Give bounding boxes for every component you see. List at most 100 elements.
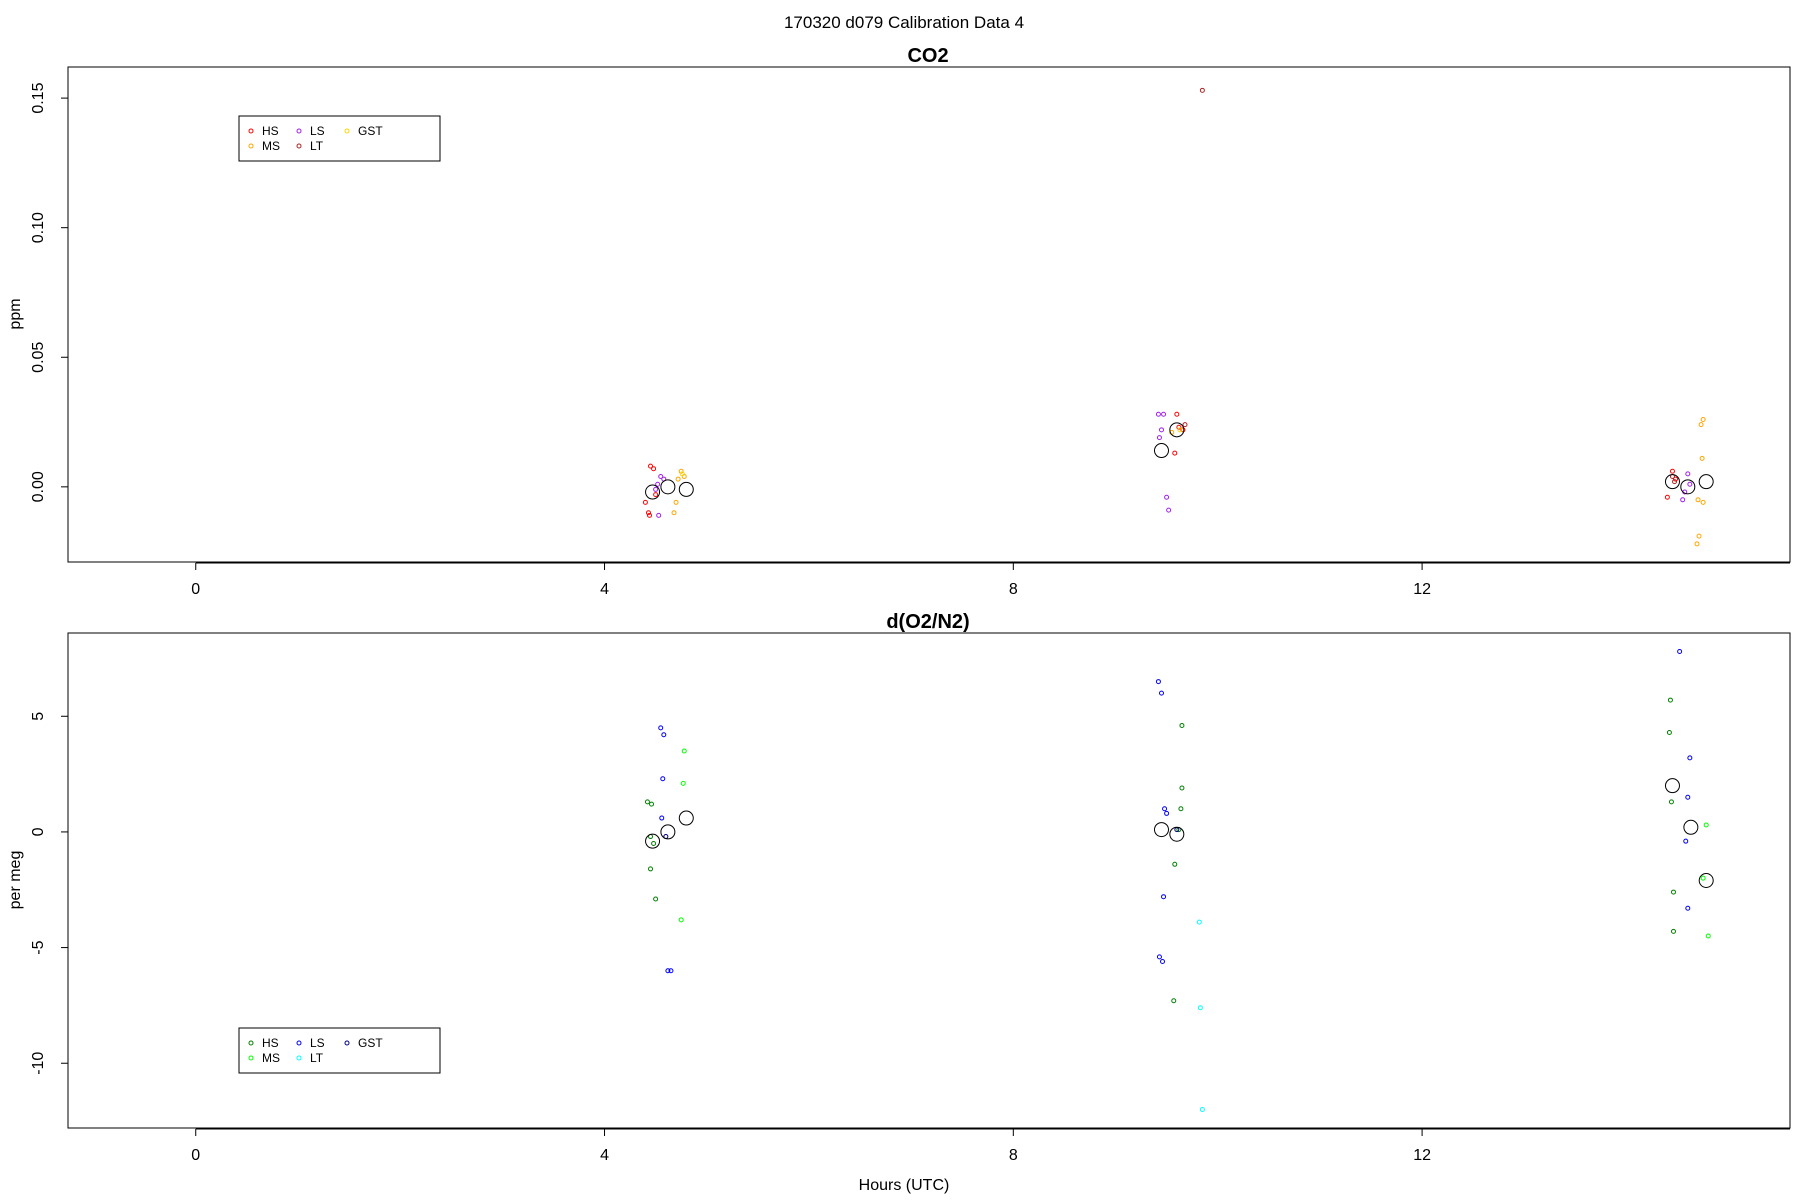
o2n2-point-mean bbox=[1664, 778, 1680, 794]
o2n2-point-ls bbox=[659, 815, 665, 821]
co2-legend-label: MS bbox=[262, 139, 280, 153]
o2n2-x-axis: 0 4 8 12 bbox=[191, 1128, 1790, 1164]
o2n2-legend-marker bbox=[248, 1040, 254, 1046]
co2-point-ls bbox=[1164, 494, 1170, 500]
co2-points bbox=[642, 87, 1714, 547]
co2-point-lt bbox=[1672, 479, 1678, 485]
o2n2-y-tick-label: -5 bbox=[30, 940, 47, 954]
o2n2-points bbox=[644, 649, 1714, 1112]
co2-point-mean bbox=[660, 479, 676, 495]
co2-point-hs bbox=[1172, 450, 1178, 456]
co2-point-hs bbox=[1174, 411, 1180, 417]
co2-x-tick-label: 12 bbox=[1413, 581, 1431, 598]
co2-y-tick-label: 0.10 bbox=[30, 212, 47, 243]
o2n2-point-ms bbox=[1700, 875, 1706, 881]
o2n2-point-hs bbox=[1178, 806, 1184, 812]
o2n2-point-ls bbox=[1685, 905, 1691, 911]
o2n2-point-ls bbox=[1677, 649, 1683, 655]
co2-point-ms bbox=[671, 510, 677, 516]
o2n2-point-mean bbox=[660, 824, 676, 840]
o2n2-point-hs bbox=[649, 801, 655, 807]
co2-point-hs bbox=[642, 499, 648, 505]
co2-point-hs bbox=[1180, 427, 1186, 433]
co2-point-mean bbox=[1169, 422, 1185, 438]
co2-point-mean bbox=[1664, 474, 1680, 490]
co2-point-ls bbox=[658, 473, 664, 479]
o2n2-point-ls bbox=[1685, 794, 1691, 800]
co2-point-ms bbox=[678, 468, 684, 474]
co2-legend-label: LS bbox=[310, 124, 325, 138]
o2n2-point-hs bbox=[1668, 799, 1674, 805]
co2-y-axis: 0.00 0.05 0.10 0.15 bbox=[30, 82, 69, 502]
co2-point-mean bbox=[1153, 443, 1169, 459]
o2n2-point-ls bbox=[1160, 958, 1166, 964]
co2-x-tick-label: 4 bbox=[600, 581, 609, 598]
o2n2-point-hs bbox=[1670, 889, 1676, 895]
o2n2-x-tick-label: 0 bbox=[191, 1147, 200, 1164]
o2n2-point-ls bbox=[1683, 838, 1689, 844]
o2n2-y-tick-label: 5 bbox=[30, 712, 47, 721]
o2n2-legend-box bbox=[238, 1027, 441, 1074]
co2-x-tick-label: 8 bbox=[1009, 581, 1018, 598]
o2n2-point-ls bbox=[1162, 806, 1168, 812]
co2-point-hs bbox=[1176, 424, 1182, 430]
o2n2-point-hs bbox=[1667, 697, 1673, 703]
o2n2-point-mean bbox=[1683, 819, 1699, 835]
co2-point-ls bbox=[656, 512, 662, 518]
o2n2-y-tick-label: 0 bbox=[30, 827, 47, 836]
co2-point-mean bbox=[1680, 479, 1696, 495]
co2-point-hs bbox=[645, 510, 651, 516]
co2-legend-marker bbox=[344, 128, 350, 134]
o2n2-x-tick-label: 8 bbox=[1009, 1147, 1018, 1164]
o2n2-point-ms bbox=[680, 780, 686, 786]
co2-point-hs bbox=[653, 492, 659, 498]
co2-legend-marker bbox=[296, 128, 302, 134]
co2-point-ms bbox=[1694, 541, 1700, 547]
o2n2-point-ls bbox=[668, 968, 674, 974]
o2n2-point-ls bbox=[1161, 894, 1167, 900]
o2n2-legend-label: LS bbox=[310, 1036, 325, 1050]
co2-x-tick-label: 0 bbox=[191, 581, 200, 598]
o2n2-point-mean bbox=[678, 810, 694, 826]
o2n2-legend-marker bbox=[248, 1055, 254, 1061]
co2-point-ls bbox=[1161, 411, 1167, 417]
co2-point-ls bbox=[1687, 481, 1693, 487]
o2n2-panel: d(O2/N2) per meg Hours (UTC) 0 4 8 12 -10 -5… bbox=[7, 611, 1791, 1194]
co2-y-tick-label: 0.00 bbox=[30, 471, 47, 502]
o2n2-point-mean bbox=[1698, 873, 1714, 888]
co2-title: CO2 bbox=[907, 45, 948, 67]
o2n2-point-ls bbox=[658, 725, 664, 731]
o2n2-point-ms bbox=[678, 917, 684, 923]
o2n2-point-hs bbox=[653, 896, 659, 902]
o2n2-point-ls bbox=[1158, 690, 1164, 696]
co2-point-ls bbox=[655, 481, 661, 487]
o2n2-point-hs bbox=[648, 866, 654, 872]
o2n2-legend-marker bbox=[296, 1055, 302, 1061]
co2-point-mean bbox=[1698, 474, 1714, 490]
o2n2-point-lt bbox=[1196, 919, 1202, 925]
co2-point-hs bbox=[646, 512, 652, 518]
o2n2-point-ls bbox=[660, 776, 666, 782]
o2n2-legend-label: GST bbox=[358, 1036, 383, 1050]
co2-legend-marker bbox=[248, 128, 254, 134]
o2n2-legend-label: MS bbox=[262, 1051, 280, 1065]
co2-point-mean bbox=[645, 484, 661, 500]
co2-point-hs bbox=[651, 466, 657, 472]
co2-point-mean bbox=[678, 481, 694, 497]
o2n2-point-ms bbox=[1705, 933, 1711, 939]
o2n2-point-lt bbox=[1199, 1106, 1205, 1112]
co2-legend-label: LT bbox=[310, 139, 324, 153]
co2-point-ms bbox=[1696, 533, 1702, 539]
o2n2-point-ls bbox=[665, 968, 671, 974]
o2n2-point-ls bbox=[1164, 810, 1170, 816]
o2n2-point-hs bbox=[1666, 729, 1672, 735]
co2-point-hs bbox=[1664, 494, 1670, 500]
o2n2-point-hs bbox=[1171, 998, 1177, 1004]
o2n2-x-tick-label: 12 bbox=[1413, 1147, 1431, 1164]
o2n2-ylabel: per meg bbox=[7, 851, 24, 910]
co2-point-ls bbox=[1685, 471, 1691, 477]
figure-title: 170320 d079 Calibration Data 4 bbox=[784, 13, 1024, 32]
o2n2-legend-marker bbox=[344, 1040, 350, 1046]
co2-point-ms bbox=[1695, 497, 1701, 503]
